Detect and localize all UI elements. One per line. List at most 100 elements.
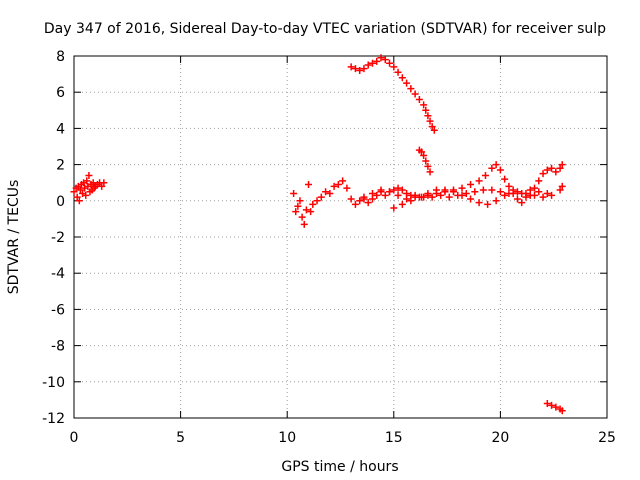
data-point: [420, 101, 428, 109]
data-point: [496, 166, 504, 174]
data-point: [377, 54, 385, 62]
data-point: [526, 186, 534, 194]
data-point: [356, 197, 364, 205]
data-point: [398, 200, 406, 208]
x-tick-labels: 0 5 10 15 20 25: [70, 430, 616, 446]
data-point: [467, 181, 475, 189]
chart-title: Day 347 of 2016, Sidereal Day-to-day VTE…: [44, 21, 606, 37]
data-point: [82, 191, 90, 199]
data-point: [475, 177, 483, 185]
y-tick-label: -10: [42, 375, 65, 391]
data-point: [390, 204, 398, 212]
data-point: [360, 193, 368, 201]
data-point: [300, 220, 308, 228]
series-track-c: [390, 186, 551, 212]
data-point: [334, 181, 342, 189]
data-point: [548, 191, 556, 199]
series-track-b: [360, 182, 566, 203]
data-point: [424, 162, 432, 170]
data-point: [351, 200, 359, 208]
data-point: [441, 186, 449, 194]
data-point: [428, 123, 436, 131]
data-point: [98, 182, 106, 190]
data-point: [76, 186, 84, 194]
x-tick-label: 20: [491, 430, 509, 446]
data-point: [296, 197, 304, 205]
y-tick-labels: -12 -10 -8 -6 -4 -2 0 2 4 6 8: [42, 49, 65, 427]
data-point: [462, 190, 470, 198]
data-point: [386, 188, 394, 196]
data-point: [518, 190, 526, 198]
data-point: [89, 179, 97, 187]
y-tick-label: 4: [56, 121, 65, 137]
data-point: [390, 63, 398, 71]
data-point: [539, 193, 547, 201]
data-point: [302, 206, 310, 214]
data-point: [558, 182, 566, 190]
data-point: [505, 190, 513, 198]
data-point: [290, 190, 298, 198]
data-point: [479, 186, 487, 194]
data-point: [458, 184, 466, 192]
x-tick-label: 0: [70, 430, 79, 446]
data-point: [449, 188, 457, 196]
data-point: [356, 66, 364, 74]
data-point: [488, 164, 496, 172]
data-point: [501, 175, 509, 183]
data-point: [100, 179, 108, 187]
data-point: [305, 181, 313, 189]
data-point: [428, 193, 436, 201]
data-point: [394, 191, 402, 199]
series-early-segment: [70, 171, 108, 205]
data-point: [426, 168, 434, 176]
data-point: [492, 161, 500, 169]
data-point: [552, 403, 560, 411]
data-point: [292, 208, 300, 216]
y-tick-label: -4: [51, 266, 65, 282]
data-point: [307, 208, 315, 216]
data-point: [509, 186, 517, 194]
data-point: [403, 79, 411, 87]
data-point: [70, 188, 78, 196]
data-point: [377, 186, 385, 194]
data-point: [445, 193, 453, 201]
data-point: [407, 85, 415, 93]
series-high-arc: [347, 54, 438, 134]
data-point: [437, 191, 445, 199]
data-point: [373, 57, 381, 65]
data-point: [85, 171, 93, 179]
data-point: [326, 190, 334, 198]
data-point: [347, 195, 355, 203]
data-point: [492, 197, 500, 205]
grid: [74, 56, 607, 418]
data-point: [543, 400, 551, 408]
data-point: [558, 407, 566, 415]
data-point: [420, 152, 428, 160]
data-point: [322, 188, 330, 196]
data-point: [424, 190, 432, 198]
data-point: [501, 191, 509, 199]
x-tick-label: 25: [598, 430, 616, 446]
data-point: [411, 90, 419, 98]
data-points: [70, 54, 566, 415]
data-point: [294, 202, 302, 210]
y-tick-label: 0: [56, 194, 65, 210]
data-point: [531, 191, 539, 199]
y-tick-label: -12: [42, 411, 65, 427]
data-point: [484, 200, 492, 208]
data-point: [418, 148, 426, 156]
data-point: [535, 188, 543, 196]
data-point: [411, 191, 419, 199]
data-point: [505, 182, 513, 190]
data-point: [543, 166, 551, 174]
data-point: [390, 186, 398, 194]
data-point: [552, 168, 560, 176]
data-point: [422, 157, 430, 165]
data-point: [394, 68, 402, 76]
data-point: [381, 191, 389, 199]
data-point: [415, 95, 423, 103]
data-point: [317, 193, 325, 201]
series-short-drop: [415, 146, 434, 176]
data-point: [548, 401, 556, 409]
